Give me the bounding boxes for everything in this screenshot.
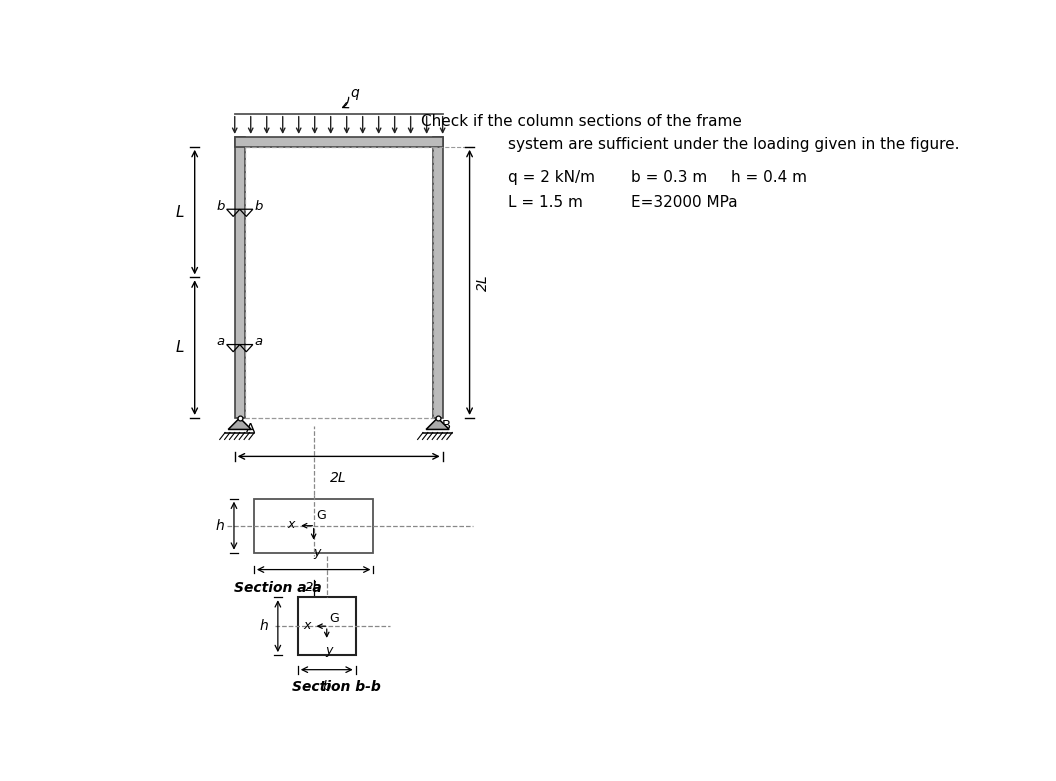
- Text: G: G: [317, 509, 326, 522]
- Text: x: x: [303, 619, 310, 632]
- Text: 2L: 2L: [331, 471, 347, 485]
- Text: 2L: 2L: [475, 274, 490, 291]
- Text: a: a: [254, 335, 263, 348]
- Text: G: G: [329, 612, 339, 625]
- Text: B: B: [441, 419, 451, 433]
- Text: Section a-a: Section a-a: [234, 581, 322, 595]
- Text: L: L: [175, 341, 184, 355]
- Bar: [298, 597, 356, 655]
- Text: b = 0.3 m: b = 0.3 m: [631, 170, 708, 185]
- Text: b: b: [254, 200, 263, 213]
- Bar: [433, 137, 442, 418]
- Text: Section b-b: Section b-b: [291, 680, 380, 694]
- Text: b: b: [216, 200, 225, 213]
- Polygon shape: [426, 418, 449, 430]
- Text: L = 1.5 m: L = 1.5 m: [508, 194, 583, 209]
- Text: system are sufficient under the loading given in the figure.: system are sufficient under the loading …: [508, 137, 960, 152]
- Text: A: A: [246, 422, 256, 435]
- Text: h: h: [216, 519, 225, 533]
- Text: y: y: [325, 644, 333, 657]
- Text: L: L: [175, 205, 184, 219]
- Polygon shape: [228, 418, 251, 430]
- Text: 2b: 2b: [305, 581, 322, 594]
- Bar: [234, 137, 245, 418]
- Text: E=32000 MPa: E=32000 MPa: [631, 194, 738, 209]
- Text: q: q: [351, 86, 359, 100]
- Text: a: a: [216, 335, 225, 348]
- Text: x: x: [287, 519, 295, 531]
- Text: b: b: [322, 680, 331, 694]
- Text: q = 2 kN/m: q = 2 kN/m: [508, 170, 596, 185]
- Text: h = 0.4 m: h = 0.4 m: [732, 170, 808, 185]
- Text: Check if the column sections of the frame: Check if the column sections of the fram…: [420, 114, 741, 129]
- Bar: [234, 137, 442, 147]
- Text: h: h: [260, 619, 268, 633]
- Bar: [254, 499, 374, 553]
- Text: y: y: [313, 546, 320, 558]
